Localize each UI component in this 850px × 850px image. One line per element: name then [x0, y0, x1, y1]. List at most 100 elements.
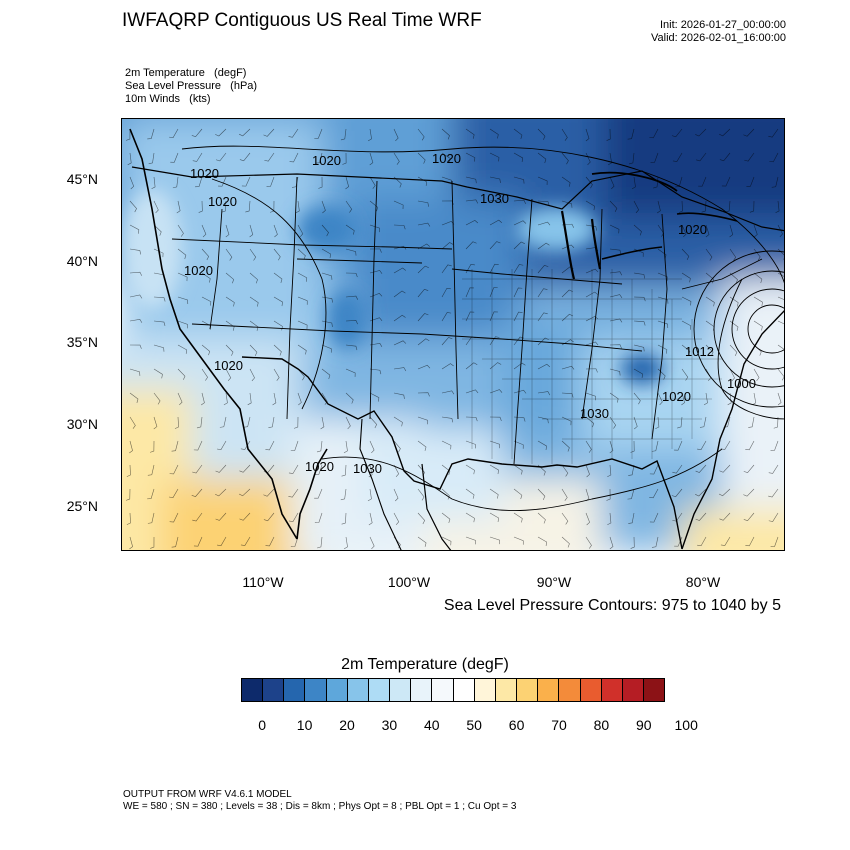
wind-barb	[273, 272, 283, 283]
wind-barb	[465, 176, 477, 184]
wind-barb	[465, 362, 478, 370]
model-version: OUTPUT FROM WRF V4.6.1 MODEL	[123, 789, 292, 800]
wind-barb	[561, 128, 568, 141]
field-list: 2m Temperature (degF) Sea Level Pressure…	[125, 67, 257, 106]
wind-barb	[201, 272, 211, 283]
wind-barb	[153, 392, 161, 405]
wind-barb	[215, 488, 227, 497]
wind-barb	[314, 464, 323, 475]
wind-barb	[465, 536, 476, 545]
wind-barb	[345, 416, 351, 430]
wind-barb	[513, 241, 525, 250]
wind-barb	[129, 392, 139, 403]
wind-barb	[609, 224, 620, 234]
wind-barb	[191, 128, 203, 138]
wind-barb	[606, 488, 611, 501]
wind-barb	[225, 368, 232, 382]
wind-barb	[672, 512, 683, 522]
wind-barb	[537, 536, 547, 546]
wind-barb	[489, 152, 500, 162]
wind-barb	[513, 464, 523, 475]
colorbar-swatch	[242, 679, 264, 701]
lat-label: 35°N	[66, 334, 98, 350]
wind-barb	[127, 152, 132, 166]
wind-barb	[215, 152, 227, 162]
wind-barb	[489, 362, 502, 370]
wind-barb	[129, 344, 142, 349]
wind-barb	[681, 272, 691, 283]
wind-barb	[653, 176, 659, 189]
wind-barb	[225, 272, 235, 284]
colorbar-swatch	[517, 679, 539, 701]
wind-barb	[147, 488, 155, 500]
colorbar-label: 40	[424, 717, 440, 733]
wind-barb	[343, 536, 348, 550]
wind-barb	[465, 152, 476, 162]
wind-barb	[649, 488, 659, 499]
wind-barb	[743, 128, 755, 137]
wind-barb	[729, 248, 737, 261]
wind-barb	[753, 368, 760, 381]
wind-barb	[465, 389, 479, 394]
colorbar	[241, 678, 665, 702]
colorbar-swatch	[390, 679, 412, 701]
isobar-label: 1020	[662, 389, 691, 404]
wind-barb	[705, 248, 713, 261]
lon-label: 90°W	[536, 574, 572, 590]
isobar-label: 1000	[727, 376, 756, 391]
wind-barb	[393, 224, 406, 230]
wind-barb	[651, 440, 659, 452]
wind-barb	[561, 176, 571, 187]
wind-barb	[681, 320, 692, 330]
wind-barb	[345, 248, 357, 256]
wind-barb	[177, 320, 188, 329]
lat-label: 45°N	[66, 171, 98, 187]
wind-barb	[537, 363, 551, 370]
wind-barb	[561, 200, 573, 208]
wind-barb	[314, 512, 323, 524]
wind-barb	[695, 488, 707, 497]
wind-barb	[317, 536, 323, 549]
wind-barb	[720, 536, 731, 546]
wind-barb	[675, 176, 683, 188]
wind-barb	[321, 344, 332, 353]
wind-barb	[513, 220, 527, 226]
wind-barb	[321, 392, 328, 405]
wind-barb	[441, 242, 454, 250]
wind-barb	[729, 224, 734, 238]
wind-barb	[537, 265, 549, 274]
wind-barb	[749, 200, 755, 213]
wind-barb	[343, 440, 348, 454]
wind-barb	[745, 440, 755, 451]
wind-barb	[705, 344, 714, 356]
wind-barb	[585, 392, 596, 401]
wind-barb	[153, 248, 164, 258]
wind-barb	[369, 317, 383, 322]
wind-barb	[681, 296, 692, 306]
wind-barb	[417, 512, 426, 525]
wind-barb	[609, 248, 622, 255]
wind-barb	[650, 152, 659, 163]
wind-barb	[341, 464, 347, 477]
wind-barb	[345, 320, 358, 325]
colorbar-label: 80	[593, 717, 610, 733]
wind-barb	[367, 128, 372, 142]
wind-barb	[314, 128, 323, 139]
wind-barb	[513, 488, 523, 500]
wind-barb	[705, 368, 712, 382]
colorbar-swatch	[474, 679, 496, 701]
valid-time: Valid: 2026-02-01_16:00:00	[651, 32, 786, 44]
wind-barb	[489, 464, 499, 475]
wind-barb	[585, 268, 599, 274]
wind-barb	[657, 224, 665, 237]
wind-barb	[672, 464, 683, 474]
wind-barb	[703, 392, 708, 406]
wind-barb	[417, 416, 428, 425]
wind-barb	[561, 512, 569, 525]
wind-barb	[657, 248, 667, 259]
wind-barb	[465, 488, 475, 499]
wind-barb	[674, 536, 683, 547]
wind-barb	[239, 464, 251, 473]
wind-barb	[169, 128, 179, 139]
wind-barb	[513, 440, 524, 449]
